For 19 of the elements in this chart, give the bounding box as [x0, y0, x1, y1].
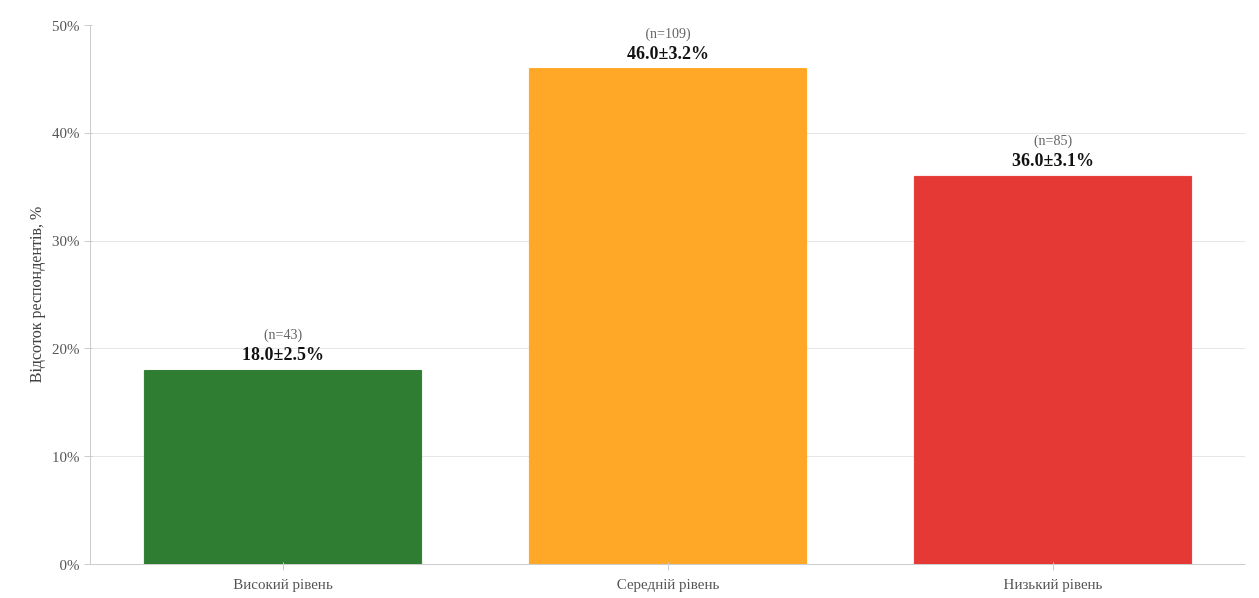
y-tick-label: 40%: [52, 125, 80, 142]
y-tick-label: 10%: [52, 448, 80, 465]
annotation: (n=109): [645, 25, 691, 42]
x-tick-label: Низький рівень: [1003, 575, 1103, 592]
bar: [528, 68, 808, 565]
data-label: 18.0±2.5%: [242, 344, 324, 365]
x-tick-label: Середній рівень: [616, 575, 720, 592]
data-label: 46.0±3.2%: [627, 42, 709, 63]
y-tick-label: 50%: [52, 17, 80, 34]
y-axis-title: Відсоток респондентів, %: [27, 206, 45, 384]
data-label: 36.0±3.1%: [1012, 150, 1094, 171]
y-tick-label: 30%: [52, 233, 80, 250]
annotation: (n=43): [263, 327, 303, 344]
y-tick-label: 0%: [59, 556, 80, 573]
bar: [143, 369, 423, 565]
annotation: (n=85): [1033, 133, 1073, 150]
bar: [913, 175, 1193, 565]
y-tick-label: 20%: [52, 340, 80, 357]
x-tick-label: Високий рівень: [233, 575, 333, 592]
